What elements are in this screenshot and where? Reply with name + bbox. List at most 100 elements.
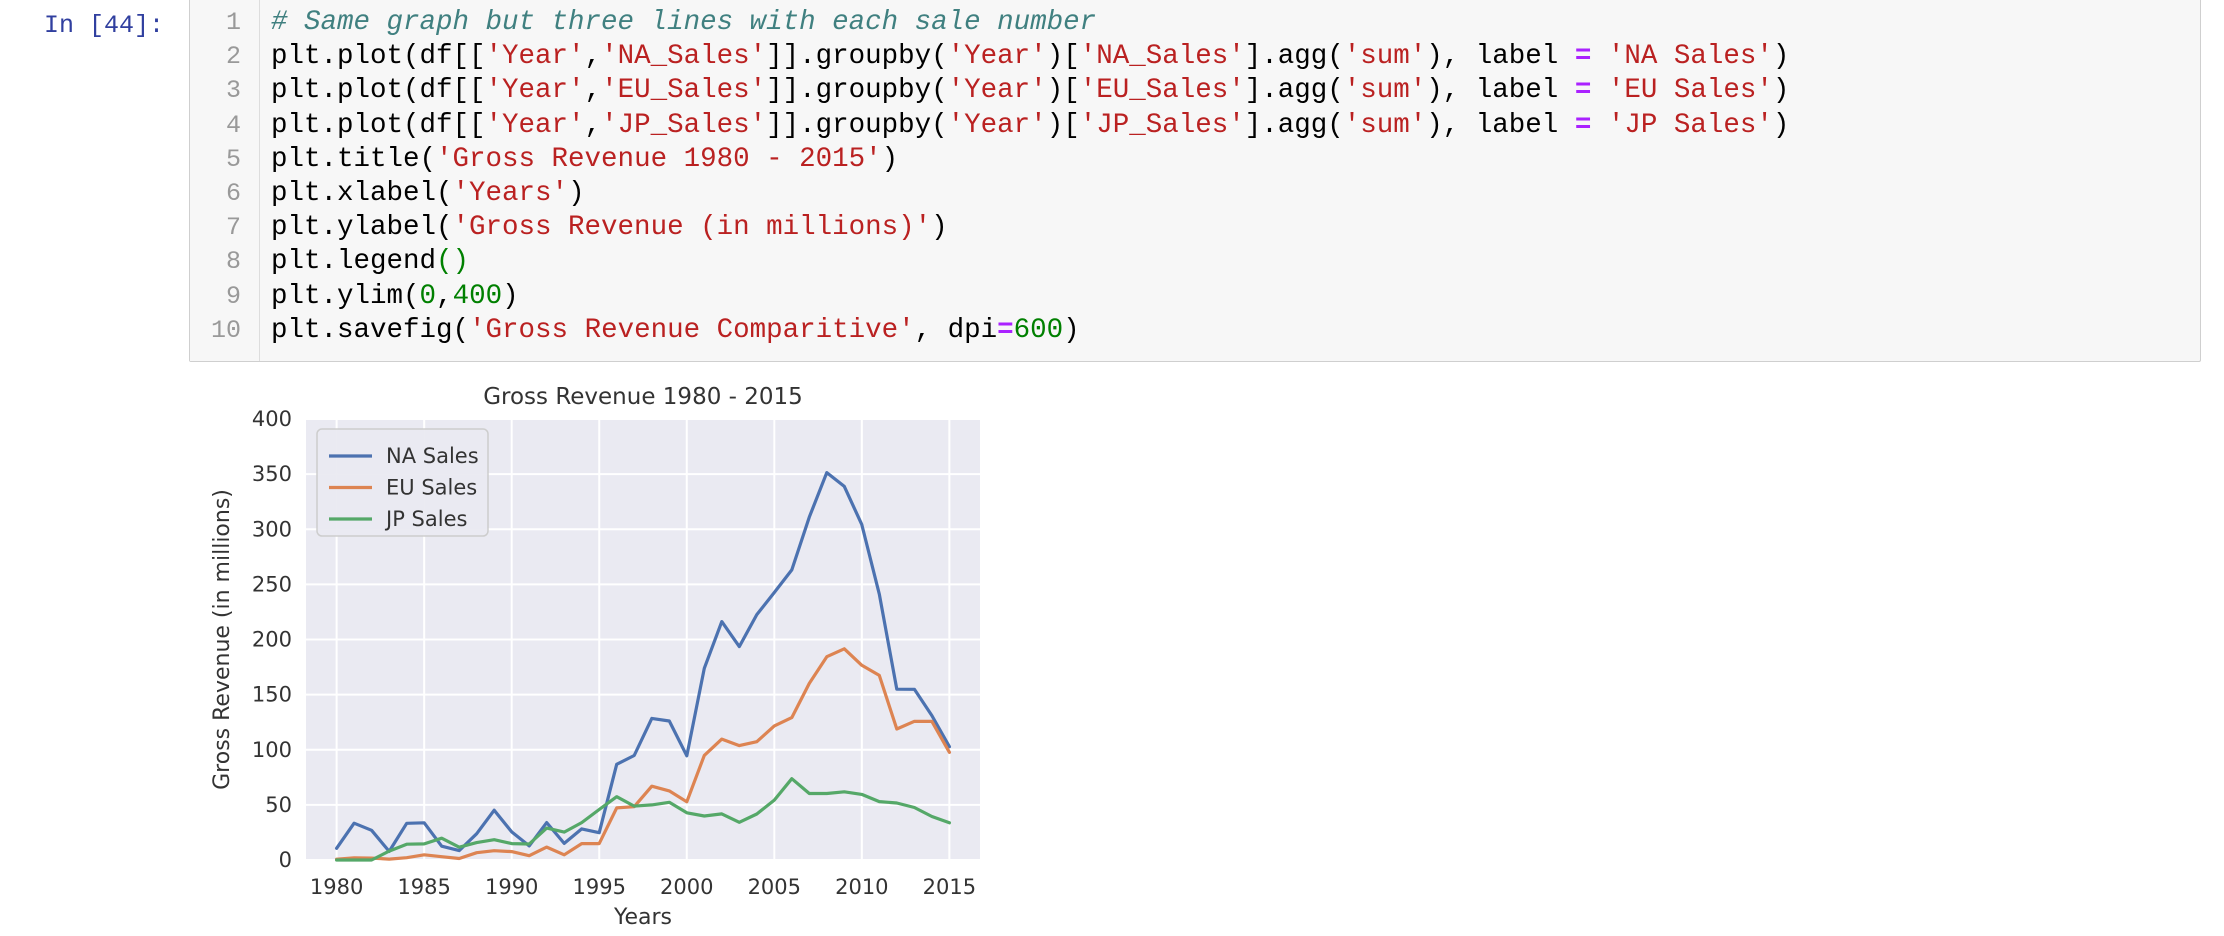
code-line[interactable]: plt.plot(df[['Year','NA_Sales']].groupby… (271, 40, 1789, 74)
x-tick-label: 2005 (748, 875, 801, 899)
code-line[interactable]: # Same graph but three lines with each s… (271, 6, 1789, 40)
code-token: ) (931, 212, 948, 244)
code-token: ), label (1426, 41, 1575, 73)
code-token: plt.title( (271, 143, 437, 175)
code-token: plt.ylabel( (271, 212, 453, 244)
code-token: , dpi (914, 314, 998, 346)
y-axis-label: Gross Revenue (in millions) (210, 489, 235, 790)
code-token: 'NA Sales' (1607, 41, 1773, 73)
code-token: plt.savefig( (271, 314, 470, 346)
code-token: ) (1772, 75, 1790, 107)
x-tick-label: 1980 (310, 875, 363, 899)
series-line-eu-sales (335, 647, 952, 861)
code-line[interactable]: plt.legend() (271, 245, 1789, 279)
line-number: 1 (225, 8, 241, 37)
code-token: 400 (452, 280, 503, 312)
line-number: 4 (225, 110, 241, 140)
legend-label: NA Sales (386, 444, 479, 468)
x-axis-label: Years (613, 905, 672, 927)
code-token: 'Gross Revenue Comparitive' (469, 314, 915, 346)
code-line[interactable]: plt.ylim(0,400) (271, 280, 1789, 314)
line-chart-svg: 0 50 100 150 200 250 300 350 400 1980 1985 1990 1995… (210, 384, 980, 927)
x-tick-label: 2015 (923, 875, 976, 899)
code-token: 'Years' (452, 177, 569, 209)
code-line[interactable]: plt.xlabel('Years') (271, 177, 1789, 211)
code-token: )[ (1046, 41, 1080, 73)
line-number: 2 (225, 42, 241, 72)
code-token: = (1574, 109, 1592, 141)
code-token: 0 (419, 280, 437, 312)
code-token: ) (1772, 109, 1790, 141)
code-token: ].agg( (1244, 109, 1344, 141)
code-token: ) (1063, 314, 1080, 346)
code-token: 'EU_Sales' (601, 75, 767, 107)
code-token: ]].groupby( (766, 75, 948, 107)
y-tick-label: 400 (252, 407, 292, 431)
code-token: 'NA_Sales' (1079, 41, 1245, 73)
code-token: 'Year' (485, 75, 585, 107)
chart-title: Gross Revenue 1980 - 2015 (483, 384, 803, 410)
line-number: 9 (225, 281, 241, 311)
code-token: ].agg( (1244, 75, 1344, 107)
code-token: 'Year' (947, 109, 1047, 141)
line-number: 3 (225, 76, 241, 106)
code-token: 'EU_Sales' (1079, 75, 1245, 107)
code-token: 'Gross Revenue 1980 - 2015' (436, 143, 882, 175)
code-token: 'Year' (485, 109, 585, 141)
code-token: 'Year' (947, 41, 1047, 73)
code-token: plt.xlabel( (271, 177, 453, 209)
code-line[interactable]: plt.savefig('Gross Revenue Comparitive',… (271, 314, 1789, 348)
code-token: , (436, 280, 453, 312)
line-number-gutter: 1 2 3 4 5 6 7 8 9 10 (190, 0, 260, 361)
x-tick-label: 1995 (573, 875, 626, 899)
code-token: = (1574, 75, 1592, 107)
x-tick-label: 2000 (660, 875, 713, 899)
code-token: plt.plot(df[[ (271, 109, 486, 141)
code-token: plt.legend (271, 246, 437, 278)
code-line[interactable]: plt.plot(df[['Year','EU_Sales']].groupby… (271, 74, 1789, 108)
code-token: )[ (1046, 109, 1080, 141)
code-lines[interactable]: # Same graph but three lines with each s… (271, 6, 1789, 348)
code-token: 'JP_Sales' (1079, 109, 1245, 141)
code-token: 'EU Sales' (1607, 75, 1773, 107)
y-tick-label: 0 (279, 848, 292, 872)
y-tick-label: 250 (252, 572, 292, 596)
code-token: 'NA_Sales' (601, 41, 767, 73)
legend-label: EU Sales (386, 476, 477, 500)
line-number: 6 (225, 179, 241, 208)
code-token: 'JP_Sales' (601, 109, 767, 141)
code-token (1591, 41, 1608, 72)
code-token: ), label (1426, 75, 1575, 107)
y-tick-label: 150 (252, 683, 292, 707)
code-token: 'Year' (485, 41, 585, 73)
code-token: 600 (1013, 314, 1064, 346)
y-tick-label: 100 (252, 738, 292, 762)
legend-label: JP Sales (384, 507, 467, 531)
code-line[interactable]: plt.plot(df[['Year','JP_Sales']].groupby… (271, 109, 1789, 143)
code-token: 'Year' (947, 75, 1047, 107)
line-number: 8 (225, 247, 241, 277)
code-token: , (584, 109, 602, 141)
code-token: plt.plot(df[[ (271, 75, 486, 107)
code-token: , (584, 75, 602, 107)
line-number: 7 (225, 213, 241, 243)
code-token: ) (881, 143, 899, 175)
code-editor[interactable]: 1 2 3 4 5 6 7 8 9 10 # Same graph but three lines… (189, 0, 2201, 362)
y-tick-label: 200 (252, 628, 292, 652)
y-tick-label: 300 (252, 517, 292, 541)
code-token: 'sum' (1343, 109, 1427, 141)
code-line[interactable]: plt.ylabel('Gross Revenue (in millions)'… (271, 211, 1789, 245)
code-token: ].agg( (1244, 41, 1344, 73)
code-token: 'Gross Revenue (in millions)' (452, 212, 932, 244)
code-token: ), label (1426, 109, 1575, 141)
output-chart: 0 50 100 150 200 250 300 350 400 1980 1985 1990 1995… (200, 372, 1000, 927)
y-tick-label: 50 (265, 793, 292, 817)
code-token (1591, 110, 1608, 141)
code-token: ]].groupby( (766, 41, 948, 73)
line-number: 5 (225, 144, 241, 174)
code-token: () (436, 246, 470, 278)
code-token: , (584, 41, 602, 73)
code-line[interactable]: plt.title('Gross Revenue 1980 - 2015') (271, 143, 1789, 177)
x-tick-label: 1985 (397, 875, 450, 899)
